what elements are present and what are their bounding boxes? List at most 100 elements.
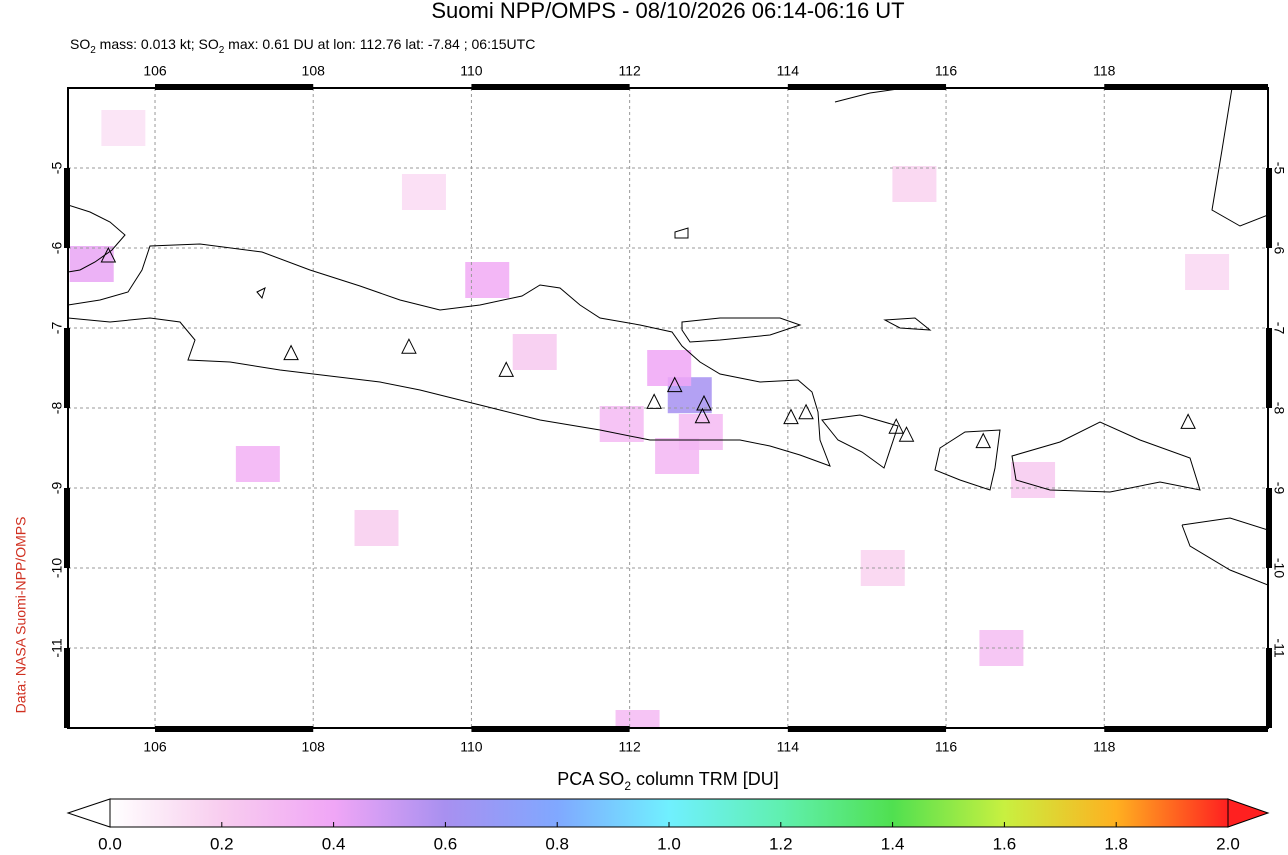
coastline-lombok bbox=[934, 429, 1001, 491]
y-tick-label: -7 bbox=[1271, 322, 1287, 335]
volcano-marker bbox=[100, 246, 117, 263]
frame-bar bbox=[155, 726, 314, 732]
colorbar-tick-label: 1.6 bbox=[993, 834, 1017, 853]
colorbar-tick-label: 1.4 bbox=[881, 834, 905, 853]
x-tick-label: 112 bbox=[618, 63, 641, 79]
y-tick-label: -6 bbox=[1271, 242, 1287, 255]
subscript: 2 bbox=[90, 45, 96, 56]
so2-pixel bbox=[235, 446, 280, 482]
so2-pixel bbox=[647, 350, 692, 386]
frame-bar bbox=[64, 168, 70, 248]
grid bbox=[68, 88, 1268, 728]
y-tick-label: -5 bbox=[1271, 162, 1287, 175]
frame-bar bbox=[1266, 168, 1272, 248]
y-tick-label: -7 bbox=[49, 322, 65, 335]
coastline-bali bbox=[821, 414, 899, 469]
colorbar-tick-label: 0.2 bbox=[210, 834, 234, 853]
x-tick-label: 108 bbox=[302, 739, 326, 755]
frame-bar bbox=[64, 328, 70, 408]
so2-pixel bbox=[892, 166, 937, 202]
y-tick-label: -9 bbox=[1271, 482, 1287, 495]
volcano-marker bbox=[646, 393, 662, 409]
frame-bar bbox=[155, 84, 314, 90]
so2-pixel bbox=[655, 438, 700, 474]
coastline-sulawesi bbox=[1211, 88, 1268, 227]
frame-bar bbox=[1266, 648, 1272, 728]
volcano-marker bbox=[798, 403, 814, 420]
so2-pixel bbox=[512, 334, 557, 370]
x-tick-label: 114 bbox=[777, 739, 800, 755]
subtitle-part: max: 0.61 DU at lon: 112.76 lat: -7.84 ;… bbox=[224, 36, 535, 52]
map-frame bbox=[64, 84, 1272, 732]
colorbar-tick-label: 1.8 bbox=[1104, 834, 1128, 853]
volcano-marker bbox=[975, 432, 992, 449]
so2-pixel bbox=[101, 110, 146, 146]
colorbar-tick-label: 1.0 bbox=[657, 834, 681, 853]
frame-bar bbox=[1104, 726, 1268, 732]
y-tick-label: -6 bbox=[49, 242, 65, 255]
y-tick-label: -5 bbox=[49, 162, 65, 175]
x-tick-label: 118 bbox=[1093, 63, 1116, 79]
frame-bar bbox=[471, 84, 630, 90]
volcano-marker bbox=[694, 407, 711, 424]
colorbar-tick-label: 2.0 bbox=[1216, 834, 1240, 853]
volcanoes bbox=[100, 246, 1196, 449]
subtitle-part: SO bbox=[70, 36, 90, 52]
coastlines bbox=[68, 88, 1268, 586]
coastline-java bbox=[68, 243, 831, 467]
x-tick-label: 116 bbox=[935, 739, 958, 755]
so2-pixel bbox=[354, 510, 399, 546]
subscript: 2 bbox=[624, 779, 631, 793]
credit: Data: NASA Suomi-NPP/OMPS bbox=[13, 517, 29, 714]
so2-pixel bbox=[599, 406, 644, 442]
volcano-marker bbox=[696, 394, 712, 411]
y-tick-label: -8 bbox=[1271, 402, 1287, 415]
colorbar-tick-label: 0.4 bbox=[322, 834, 346, 853]
volcano-marker bbox=[498, 361, 515, 377]
volcano-marker bbox=[666, 376, 683, 393]
volcano-marker bbox=[898, 426, 915, 442]
x-tick-label: 108 bbox=[302, 63, 326, 79]
volcano-marker bbox=[888, 418, 905, 434]
frame-bar bbox=[471, 726, 630, 732]
y-tick-label: -9 bbox=[49, 482, 65, 495]
coastline-sumba bbox=[1181, 517, 1268, 586]
coastline-madura bbox=[681, 317, 802, 343]
colorbar-over bbox=[1227, 798, 1270, 828]
volcano-marker bbox=[283, 344, 299, 361]
y-tick-label: -11 bbox=[1271, 638, 1287, 657]
subtitle-part: mass: 0.013 kt; SO bbox=[96, 36, 219, 52]
x-tick-label: 106 bbox=[143, 63, 167, 79]
frame-bar bbox=[1266, 328, 1272, 408]
x-tick-label: 116 bbox=[935, 63, 958, 79]
subscript: 2 bbox=[219, 45, 225, 56]
volcano-marker bbox=[401, 338, 417, 354]
frame-bar bbox=[64, 488, 70, 568]
colorbar-tick-label: 1.2 bbox=[769, 834, 793, 853]
x-tick-label: 110 bbox=[460, 63, 483, 79]
colorbar-tick-label: 0.0 bbox=[98, 834, 122, 853]
colorbar-under bbox=[66, 798, 111, 828]
so2-pixels bbox=[69, 110, 1230, 728]
coastline-sumbawa bbox=[1011, 421, 1201, 493]
colorbar-tick-label: 0.8 bbox=[545, 834, 569, 853]
axes: 106 106 108 108 110 110 112 112 114 114 116 116 118 1… bbox=[49, 63, 1288, 755]
so2-pixel bbox=[1185, 254, 1230, 290]
colorbar-label: PCA SO2 column TRM [DU] bbox=[557, 769, 778, 793]
so2-pixel bbox=[1011, 462, 1056, 498]
coastline-borneo bbox=[834, 88, 906, 103]
coastline-islands bbox=[256, 227, 932, 331]
volcano-marker bbox=[783, 408, 799, 425]
colorbar-label-part: PCA SO bbox=[557, 769, 624, 789]
x-tick-label: 110 bbox=[460, 739, 483, 755]
frame-bar bbox=[787, 84, 947, 90]
x-tick-label: 114 bbox=[777, 63, 800, 79]
colorbar: PCA SO2 column TRM [DU] 0.0 0.2 0.4 0.6 0.8 1… bbox=[66, 769, 1270, 853]
frame-bar bbox=[1104, 84, 1268, 90]
y-tick-label: -8 bbox=[49, 402, 65, 415]
y-tick-label: -11 bbox=[49, 638, 65, 657]
y-tick-label: -10 bbox=[1271, 558, 1287, 578]
colorbar-label-part: column TRM [DU] bbox=[631, 769, 779, 789]
coastline-sumatra bbox=[68, 204, 126, 273]
x-tick-label: 118 bbox=[1093, 739, 1116, 755]
